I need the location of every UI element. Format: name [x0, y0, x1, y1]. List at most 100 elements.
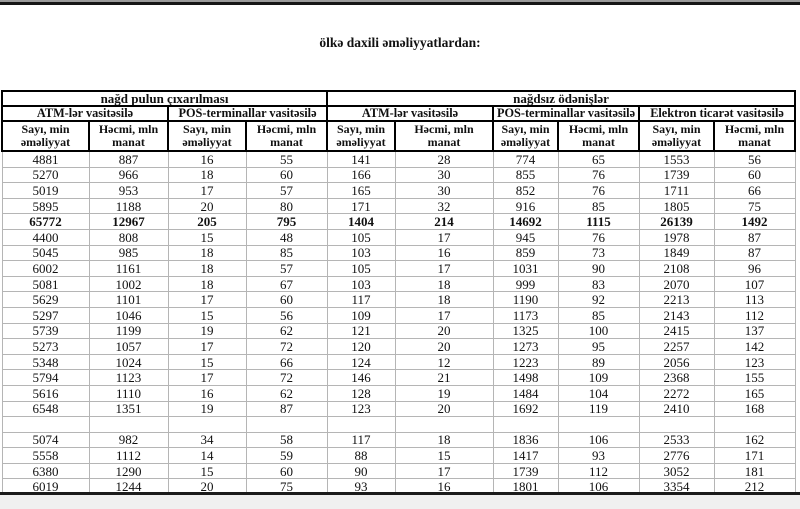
cell: 124	[326, 353, 396, 371]
cell: 26139	[638, 213, 715, 230]
cell: 5348	[1, 353, 90, 371]
column-header-volume: Həcmi, mln manat	[88, 120, 169, 152]
cell: 85	[557, 306, 640, 324]
cell: 87	[713, 228, 796, 246]
cell: 105	[326, 260, 396, 277]
cell: 112	[713, 306, 796, 324]
cell: 1031	[492, 260, 559, 277]
cell: 162	[713, 431, 796, 449]
cell: 66	[713, 182, 796, 199]
cell: 953	[88, 182, 169, 199]
table-row: 5019 953 17 57 165 30 852 76 1711 66	[1, 182, 796, 199]
cell: 1101	[88, 291, 169, 308]
group-header-cash-withdrawal: nağd pulun çıxarılması	[1, 90, 328, 107]
cell: 18	[167, 166, 247, 184]
cell: 1404	[326, 213, 396, 230]
cell: 17	[394, 462, 494, 480]
table-row: 5074 982 34 58 117 18 1836 106 2533 162	[1, 431, 796, 449]
cell: 120	[326, 338, 396, 355]
cell: 93	[557, 447, 640, 464]
cell: 808	[88, 228, 169, 246]
cell: 87	[713, 244, 796, 262]
cell: 1711	[638, 182, 715, 199]
cell: 2257	[638, 338, 715, 355]
column-header-count: Sayı, min əməliyyat	[492, 120, 559, 152]
cell	[638, 416, 715, 433]
cell: 83	[557, 275, 640, 293]
cell: 1046	[88, 306, 169, 324]
table-row: 6380 1290 15 60 90 17 1739 112 3052 181	[1, 462, 796, 480]
cell: 17	[167, 338, 247, 355]
table-header: nağd pulun çıxarılması nağdsız ödənişlər…	[1, 90, 797, 152]
cell: 859	[492, 244, 559, 262]
table-row: 5739 1199 19 62 121 20 1325 100 2415 137	[1, 322, 796, 340]
cell: 85	[557, 197, 640, 215]
cell: 945	[492, 228, 559, 246]
table-row: 5081 1002 18 67 103 18 999 83 2070 107	[1, 275, 796, 293]
cell: 2776	[638, 447, 715, 464]
cell: 168	[713, 400, 796, 418]
column-header-line2: manat	[738, 135, 771, 149]
cell: 2368	[638, 369, 715, 386]
cell: 95	[557, 338, 640, 355]
cell: 6548	[1, 400, 90, 418]
cell: 4881	[1, 150, 90, 168]
cell: 5074	[1, 431, 90, 449]
cell: 985	[88, 244, 169, 262]
column-header-line2: əməliyyat	[336, 135, 386, 149]
column-header-count: Sayı, min əməliyyat	[638, 120, 715, 152]
cell: 1290	[88, 462, 169, 480]
cell: 16	[167, 150, 247, 168]
cell: 1498	[492, 369, 559, 386]
cell: 59	[245, 447, 328, 464]
cell: 2143	[638, 306, 715, 324]
cell: 855	[492, 166, 559, 184]
cell: 20	[394, 338, 494, 355]
column-header-line1: Sayı, min	[501, 122, 550, 136]
table-row: 5794 1123 17 72 146 21 1498 109 2368 155	[1, 369, 796, 386]
column-header-line1: Həcmi, mln	[724, 122, 785, 136]
column-header-line2: manat	[427, 135, 461, 149]
cell: 5045	[1, 244, 90, 262]
cell: 1273	[492, 338, 559, 355]
cell: 1836	[492, 431, 559, 449]
cell: 123	[326, 400, 396, 418]
cell: 1002	[88, 275, 169, 293]
cell: 15	[394, 447, 494, 464]
cell: 88	[326, 447, 396, 464]
column-header-line1: Həcmi, mln	[98, 122, 159, 136]
cell: 65772	[1, 213, 90, 230]
cell: 155	[713, 369, 796, 386]
cell: 5019	[1, 182, 90, 199]
cell: 18	[167, 275, 247, 293]
cell: 5739	[1, 322, 90, 340]
cell: 6002	[1, 260, 90, 277]
cell: 32	[394, 197, 494, 215]
cell: 17	[394, 306, 494, 324]
cell: 5273	[1, 338, 90, 355]
cell: 795	[245, 213, 328, 230]
cell: 128	[326, 384, 396, 402]
cell: 80	[245, 197, 328, 215]
cell: 14692	[492, 213, 559, 230]
cell: 56	[245, 306, 328, 324]
cell: 17	[167, 369, 247, 386]
column-header-line1: Sayı, min	[21, 122, 70, 136]
cell: 17	[394, 228, 494, 246]
cell: 73	[557, 244, 640, 262]
cell: 67	[245, 275, 328, 293]
cell	[394, 416, 494, 433]
cell: 19	[167, 322, 247, 340]
table-row: 4881 887 16 55 141 28 774 65 1553 56	[1, 150, 796, 168]
top-gray-line	[0, 0, 800, 2]
cell: 60	[245, 462, 328, 480]
cell: 76	[557, 182, 640, 199]
cell: 20	[394, 322, 494, 340]
table-row: 4400 808 15 48 105 17 945 76 1978 87	[1, 228, 796, 246]
table-row: 5629 1101 17 60 117 18 1190 92 2213 113	[1, 291, 796, 308]
cell: 1199	[88, 322, 169, 340]
cell: 5794	[1, 369, 90, 386]
cell: 109	[326, 306, 396, 324]
column-header-line1: Həcmi, mln	[414, 122, 474, 136]
cell: 1173	[492, 306, 559, 324]
